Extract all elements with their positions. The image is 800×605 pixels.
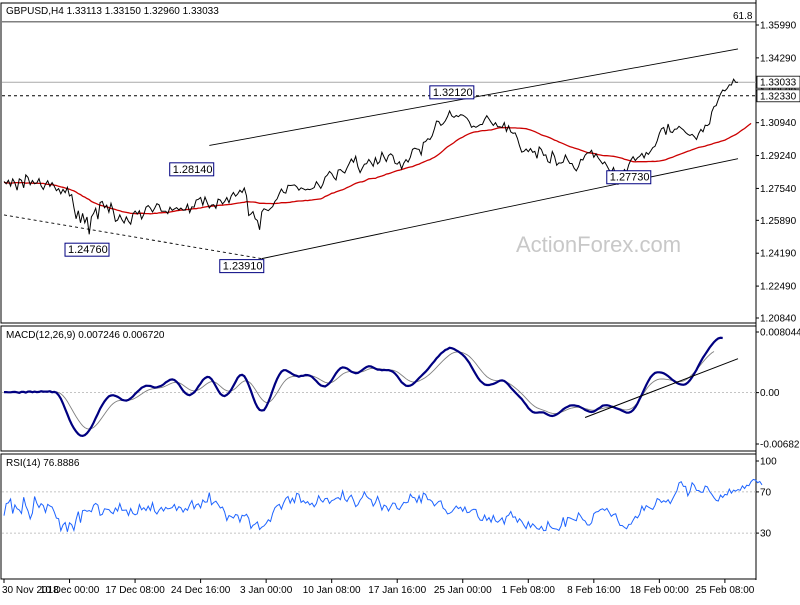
moving-average-line xyxy=(3,122,752,215)
price-y-tick-label: 1.24190 xyxy=(760,249,797,260)
x-tick-label: 25 Feb 08:00 xyxy=(695,585,754,596)
annotation-box xyxy=(606,170,652,185)
x-tick-label: 17 Dec 08:00 xyxy=(105,585,165,596)
rsi-line xyxy=(3,478,763,533)
annotation-label: 1.32120 xyxy=(433,87,473,99)
chart-labels: 1.359901.342901.325901.309401.292401.275… xyxy=(2,6,800,596)
x-tick-label: 24 Dec 16:00 xyxy=(171,585,231,596)
price-y-tick-label: 1.22490 xyxy=(760,282,797,293)
fib-level-label: 61.8 xyxy=(733,11,753,22)
panel-frames xyxy=(0,0,757,580)
annotation-label: 1.28140 xyxy=(173,164,213,176)
x-tick-label: 18 Feb 00:00 xyxy=(630,585,689,596)
macd-panel-header: MACD(12,26,9) 0.007246 0.006720 xyxy=(6,330,165,341)
macd-panel-frame xyxy=(0,325,757,452)
current-price-label-box xyxy=(756,75,800,89)
price-y-tick-label: 1.27540 xyxy=(760,184,797,195)
rsi-y-tick-label: 100 xyxy=(760,457,777,468)
price-line xyxy=(3,78,739,235)
price-y-tick-label: 1.20840 xyxy=(760,314,797,325)
annotation-label: 1.23910 xyxy=(223,261,263,273)
price-y-tick-label: 1.29240 xyxy=(760,151,797,162)
macd-trendline xyxy=(584,358,739,418)
annotation-label: 1.24760 xyxy=(68,244,108,256)
rsi-y-tick-label: 30 xyxy=(760,529,772,540)
grid-lines xyxy=(2,21,759,583)
x-tick-label: 25 Jan 00:00 xyxy=(434,585,492,596)
trendline-channel-lower xyxy=(261,158,739,260)
x-tick-label: 8 Feb 16:00 xyxy=(567,585,621,596)
price-panel-header: GBPUSD,H4 1.33113 1.33150 1.32960 1.3303… xyxy=(6,6,219,17)
x-tick-label: 3 Jan 00:00 xyxy=(240,585,293,596)
rsi-y-tick-label: 70 xyxy=(760,487,772,498)
annotation-box xyxy=(429,85,475,100)
resistance-level-label-box xyxy=(756,89,800,103)
price-y-tick-label: 1.34290 xyxy=(760,53,797,64)
price-y-tick-label: 1.25890 xyxy=(760,216,797,227)
annotation-label: 1.27730 xyxy=(610,172,650,184)
watermark: ActionForex.com xyxy=(516,232,681,257)
x-tick-label: 10 Jan 08:00 xyxy=(303,585,361,596)
trendline-dotted-support xyxy=(3,214,262,260)
macd-y-tick-label: 0.008044 xyxy=(760,328,800,339)
x-tick-label: 30 Nov 2018 xyxy=(2,585,59,596)
annotation-box xyxy=(219,259,265,274)
rsi-panel-header: RSI(14) 76.8886 xyxy=(6,458,80,469)
macd-signal-line xyxy=(4,351,715,430)
macd-line xyxy=(4,336,723,438)
x-tick-label: 10 Dec 00:00 xyxy=(40,585,100,596)
series-lines xyxy=(3,48,763,533)
resistance-level-label: 1.32330 xyxy=(760,91,797,102)
x-tick-label: 1 Feb 08:00 xyxy=(502,585,556,596)
current-price-label: 1.33033 xyxy=(760,78,797,89)
macd-y-tick-label: 0.00 xyxy=(760,388,780,399)
annotation-box xyxy=(64,242,110,257)
price-y-tick-label: 1.30940 xyxy=(760,118,797,129)
x-tick-label: 17 Jan 16:00 xyxy=(368,585,426,596)
macd-y-tick-label: -0.006821 xyxy=(760,440,800,451)
rsi-panel-frame xyxy=(0,453,757,580)
annotation-box xyxy=(169,162,215,177)
price-y-tick-label: 1.35990 xyxy=(760,21,797,32)
